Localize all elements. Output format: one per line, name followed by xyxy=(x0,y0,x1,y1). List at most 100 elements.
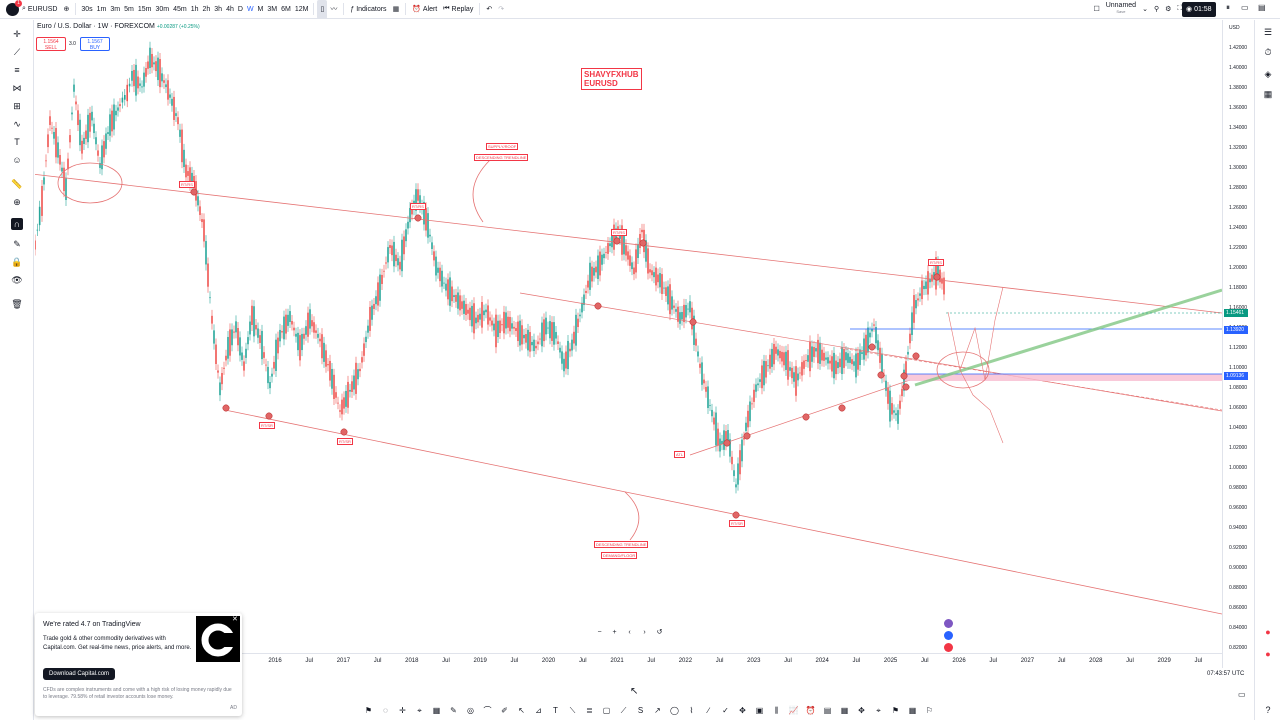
alerts-icon[interactable]: ⏱ xyxy=(1264,47,1272,57)
pin-icon[interactable]: ⌖ xyxy=(417,706,422,715)
buy-button[interactable]: 1.1567 BUY xyxy=(80,37,110,51)
symbol-search-button[interactable]: ⌕ EURUSD xyxy=(19,0,60,19)
pin-icon[interactable]: ⌖ xyxy=(876,706,881,715)
timeframe-30s[interactable]: 30s xyxy=(81,5,93,13)
move-icon[interactable]: ✥ xyxy=(739,706,746,715)
target-icon[interactable]: ◎ xyxy=(467,706,474,715)
emoji-icon[interactable]: ☺ xyxy=(12,155,22,165)
price-axis[interactable]: USD 1.42000 1.40000 1.38000 1.36000 1.34000 1… xyxy=(1222,20,1254,668)
timeframe-3m[interactable]: 3m xyxy=(110,5,121,13)
layout-dropdown-icon[interactable]: ⌄ xyxy=(1142,6,1148,13)
price-chart[interactable] xyxy=(35,20,1222,653)
ruler-icon[interactable]: ⟋ xyxy=(620,706,627,715)
user-avatar[interactable]: 1 xyxy=(6,0,22,16)
projection-icon[interactable]: ⊞ xyxy=(13,101,21,111)
text-icon[interactable]: T xyxy=(553,706,558,715)
zoom-out-icon[interactable]: − xyxy=(597,629,602,636)
help-icon[interactable]: ? xyxy=(1265,705,1271,715)
bars-icon[interactable]: ⫼ xyxy=(774,706,779,715)
chart-type-icon[interactable]: 〰 xyxy=(330,6,338,13)
magnet-icon[interactable]: ∩ xyxy=(11,218,23,230)
timeframe-5m[interactable]: 5m xyxy=(124,5,134,13)
path-icon[interactable]: ⌇ xyxy=(689,706,694,715)
check-icon[interactable]: ✓ xyxy=(722,706,729,715)
circle-icon[interactable]: ◯ xyxy=(670,706,679,715)
redo-icon[interactable]: ↷ xyxy=(498,6,505,13)
compare-add-icon[interactable]: ⊕ xyxy=(63,6,70,13)
time-axis[interactable]: 2016 Jul 2017 Jul 2018 Jul 2019 Jul 2020 Jul 2021 J… xyxy=(35,653,1222,669)
pen-icon[interactable]: ✎ xyxy=(450,706,457,715)
calendar-icon[interactable]: ▦ xyxy=(1263,89,1273,99)
wave-icon[interactable]: S xyxy=(637,706,644,715)
sell-button[interactable]: 1.1564 SELL xyxy=(36,37,66,51)
cursor-icon[interactable]: ↖ xyxy=(518,706,525,715)
lock-drawing-icon[interactable]: ✎ xyxy=(13,239,21,249)
maximize-icon[interactable]: ▭ xyxy=(1238,690,1246,699)
calendar-icon[interactable]: ▤ xyxy=(823,706,832,715)
indicators-button[interactable]: ƒ Indicators xyxy=(350,5,387,13)
event-icon[interactable] xyxy=(944,619,953,628)
utc-clock[interactable]: 07:43:57 UTC xyxy=(1207,671,1245,677)
watchlist-icon[interactable]: ☰ xyxy=(1263,27,1273,37)
timeframe-W[interactable]: W xyxy=(246,5,254,13)
flag-icon[interactable]: ⚑ xyxy=(891,706,900,715)
lasso-icon[interactable]: ◌ xyxy=(383,706,388,715)
pattern-icon[interactable]: ⋈ xyxy=(12,83,22,93)
line-icon[interactable]: ∕ xyxy=(707,706,710,715)
layout-checkbox[interactable]: ☐ xyxy=(1093,6,1100,13)
timeframe-4h[interactable]: 4h xyxy=(226,5,234,13)
alert-icon[interactable]: ⏰ xyxy=(805,706,816,715)
flag-icon[interactable]: ⚑ xyxy=(364,706,373,715)
timeframe-45m[interactable]: 45m xyxy=(173,5,187,13)
label-icon[interactable]: ⊿ xyxy=(535,706,542,715)
fullscreen-icon[interactable]: ⛶ xyxy=(1177,5,1183,12)
timeframe-1m[interactable]: 1m xyxy=(96,5,107,13)
layout-name-button[interactable]: Unnamed Save xyxy=(1105,2,1137,14)
timeframe-3h[interactable]: 3h xyxy=(214,5,223,13)
timeframe-12M[interactable]: 12M xyxy=(294,5,309,13)
event-icon[interactable] xyxy=(944,631,953,640)
close-icon[interactable]: ✕ xyxy=(232,616,238,623)
brush-icon[interactable]: ∿ xyxy=(13,119,21,129)
curve-icon[interactable]: ⌒ xyxy=(483,706,492,715)
zoom-in-icon[interactable]: + xyxy=(612,629,617,636)
alert-button[interactable]: ⏰ Alert xyxy=(412,5,438,14)
notification-99-icon[interactable]: ● xyxy=(1265,627,1271,637)
trendline-icon[interactable]: ⟋ xyxy=(13,47,21,57)
settings-icon[interactable]: ⚙ xyxy=(1165,6,1172,13)
panel-icon[interactable]: ▭ xyxy=(1241,3,1249,12)
clock-display[interactable]: ◉ 01:58 xyxy=(1182,2,1216,17)
flag-icon[interactable] xyxy=(944,643,953,652)
square-icon[interactable]: ▢ xyxy=(602,706,611,715)
arrow-icon[interactable]: ↗ xyxy=(654,706,661,715)
lock-icon[interactable]: 🔒 xyxy=(11,257,23,267)
crosshair-icon[interactable]: ✛ xyxy=(399,706,406,715)
reset-chart-icon[interactable]: ↺ xyxy=(656,629,663,636)
timeframe-15m[interactable]: 15m xyxy=(137,5,152,13)
fib-icon[interactable]: ≡ xyxy=(14,65,20,75)
table-icon[interactable]: ≣ xyxy=(586,706,593,715)
undo-icon[interactable]: ↶ xyxy=(486,6,493,13)
timeframe-D[interactable]: D xyxy=(237,5,243,13)
pause-icon[interactable]: ⏸ xyxy=(1226,3,1230,12)
timeframe-30m[interactable]: 30m xyxy=(155,5,170,13)
layers-icon[interactable]: ◈ xyxy=(1264,69,1272,79)
bar-style-icon[interactable]: ▯ xyxy=(317,0,328,19)
legend-title[interactable]: Euro / U.S. Dollar · 1W · FOREXCOM xyxy=(37,23,155,30)
timeframe-6M[interactable]: 6M xyxy=(281,5,291,13)
replay-button[interactable]: ⏮ Replay xyxy=(443,5,474,13)
timeframe-1h[interactable]: 1h xyxy=(190,5,199,13)
ruler-icon[interactable]: 📏 xyxy=(11,179,23,189)
quick-search-icon[interactable]: ⚲ xyxy=(1153,6,1160,13)
move-icon[interactable]: ✥ xyxy=(858,706,865,715)
box-icon[interactable]: ▦ xyxy=(840,706,849,715)
grid-icon[interactable]: ▦ xyxy=(432,706,441,715)
grid-panel-icon[interactable]: ▤ xyxy=(1258,3,1266,12)
templates-icon[interactable]: ▦ xyxy=(392,6,400,13)
zoom-icon[interactable]: ⊕ xyxy=(13,197,21,207)
trash-icon[interactable]: 🗑 xyxy=(11,299,23,309)
grid-icon[interactable]: ▦ xyxy=(908,706,917,715)
flag-icon[interactable]: ⚐ xyxy=(925,706,934,715)
line-icon[interactable]: ⟍ xyxy=(569,706,576,715)
download-button[interactable]: Download Capital.com xyxy=(43,668,116,680)
